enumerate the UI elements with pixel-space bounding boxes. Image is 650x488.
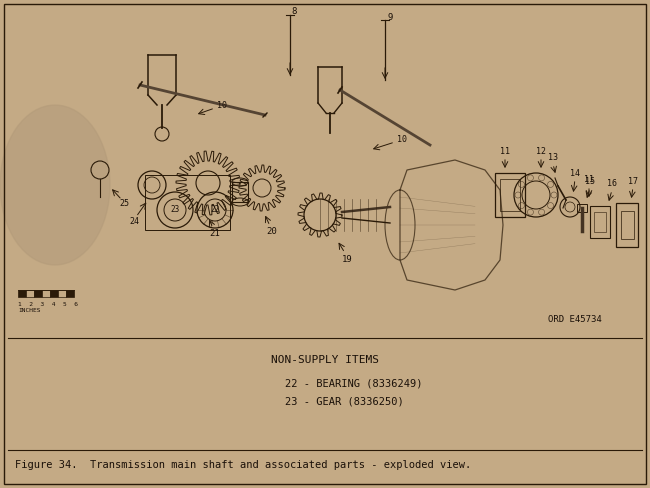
- Bar: [500, 179, 520, 211]
- Text: 20: 20: [266, 227, 278, 237]
- Text: 23 - GEAR (8336250): 23 - GEAR (8336250): [285, 397, 404, 407]
- Text: 22: 22: [211, 205, 220, 215]
- Text: 13: 13: [548, 154, 558, 163]
- Text: INCHES: INCHES: [18, 307, 40, 312]
- Bar: [495, 173, 525, 217]
- Text: 11: 11: [584, 176, 594, 184]
- Text: 21: 21: [209, 229, 220, 239]
- Bar: [616, 203, 638, 247]
- Text: 25: 25: [119, 199, 129, 207]
- Text: 23: 23: [170, 205, 179, 215]
- Text: 15: 15: [585, 178, 595, 186]
- Bar: [66, 290, 74, 297]
- Text: 1  2  3  4  5  6: 1 2 3 4 5 6: [18, 302, 78, 306]
- Bar: [594, 212, 606, 232]
- Text: 19: 19: [342, 255, 352, 264]
- Bar: [58, 290, 66, 297]
- Text: 10: 10: [217, 102, 227, 110]
- Bar: [621, 211, 634, 239]
- Bar: [26, 290, 34, 297]
- Bar: [590, 206, 610, 238]
- Text: 14: 14: [570, 168, 580, 178]
- Bar: [42, 290, 50, 297]
- Bar: [232, 182, 248, 202]
- Bar: [577, 204, 587, 212]
- Text: 11: 11: [500, 146, 510, 156]
- Text: 9: 9: [387, 13, 393, 21]
- Text: 22 - BEARING (8336249): 22 - BEARING (8336249): [285, 379, 422, 389]
- Text: 12: 12: [536, 146, 546, 156]
- Bar: [18, 290, 26, 297]
- Bar: [145, 175, 230, 230]
- Text: Figure 34.  Transmission main shaft and associated parts - exploded view.: Figure 34. Transmission main shaft and a…: [15, 460, 471, 470]
- Text: 16: 16: [607, 180, 617, 188]
- Text: 10: 10: [397, 136, 407, 144]
- Text: NON-SUPPLY ITEMS: NON-SUPPLY ITEMS: [271, 355, 379, 365]
- Ellipse shape: [0, 105, 110, 265]
- Bar: [34, 290, 42, 297]
- Text: 8: 8: [291, 7, 296, 17]
- Text: 17: 17: [628, 177, 638, 185]
- Text: ORD E45734: ORD E45734: [548, 316, 602, 325]
- Text: 24: 24: [129, 218, 139, 226]
- Bar: [50, 290, 58, 297]
